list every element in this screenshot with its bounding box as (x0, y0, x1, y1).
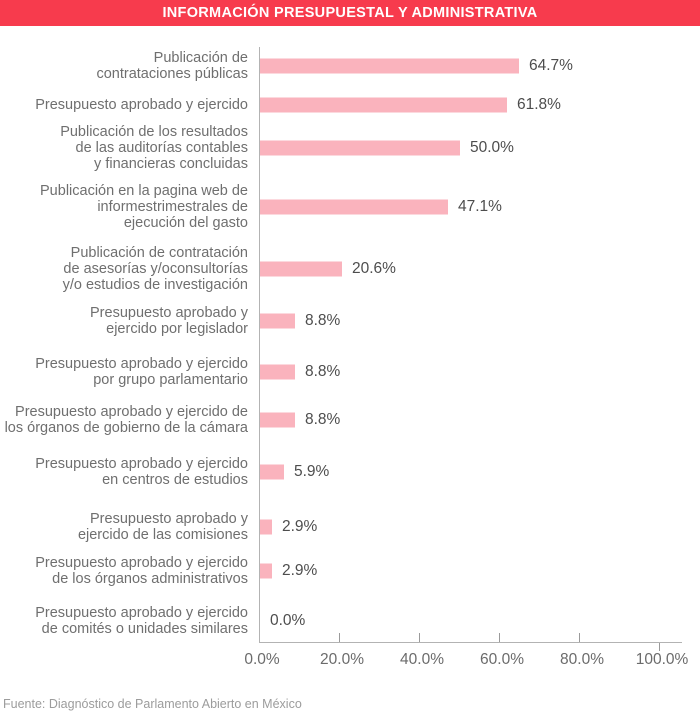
bar (260, 261, 342, 277)
source-note: Fuente: Diagnóstico de Parlamento Abiert… (3, 697, 302, 711)
category-label: Presupuesto aprobado y ejercido de los ó… (35, 555, 248, 587)
category-label: Presupuesto aprobado y ejercido por legi… (90, 305, 248, 337)
x-axis-tick (579, 633, 580, 642)
category-label: Presupuesto aprobado y ejercido por grup… (35, 356, 248, 388)
x-axis-tick (419, 633, 420, 642)
chart-header: INFORMACIÓN PRESUPUESTAL Y ADMINISTRATIV… (0, 0, 700, 26)
category-label: Publicación de los resultados de las aud… (60, 124, 248, 172)
x-axis-tick-label: 100.0% (635, 651, 689, 668)
value-label: 5.9% (294, 463, 330, 480)
bar (260, 199, 448, 215)
chart-title: INFORMACIÓN PRESUPUESTAL Y ADMINISTRATIV… (162, 5, 538, 21)
bar (260, 563, 272, 579)
value-label: 50.0% (470, 139, 514, 156)
value-label: 8.8% (305, 312, 341, 329)
value-label: 8.8% (305, 363, 341, 380)
category-label: Presupuesto aprobado y ejercido de comit… (35, 605, 248, 637)
x-axis-tick-label: 20.0% (320, 651, 364, 668)
bar (260, 364, 295, 380)
value-label: 8.8% (305, 411, 341, 428)
bar (260, 140, 460, 156)
value-label: 0.0% (270, 612, 306, 629)
value-label: 61.8% (517, 96, 561, 113)
x-axis-tick-label: 0.0% (244, 651, 280, 668)
value-label: 64.7% (529, 57, 573, 74)
category-label: Presupuesto aprobado y ejercido (35, 97, 248, 113)
bar (260, 58, 519, 74)
x-axis-tick-label: 80.0% (560, 651, 604, 668)
bar (260, 97, 507, 113)
bar (260, 519, 272, 535)
bar (260, 464, 284, 480)
value-label: 20.6% (352, 260, 396, 277)
category-label: Publicación de contratación de asesorías… (62, 245, 248, 293)
value-label: 47.1% (458, 198, 502, 215)
x-axis-tick-label: 60.0% (480, 651, 524, 668)
category-label: Publicación en la pagina web de informes… (40, 183, 248, 231)
x-axis-tick (499, 633, 500, 642)
value-label: 2.9% (282, 518, 318, 535)
bar (260, 313, 295, 329)
category-label: Publicación de contrataciones públicas (96, 50, 248, 82)
x-axis-tick-label: 40.0% (400, 651, 444, 668)
x-axis-tick (339, 633, 340, 642)
category-label: Presupuesto aprobado y ejercido de los ó… (4, 404, 248, 436)
category-label: Presupuesto aprobado y ejercido de las c… (77, 511, 248, 543)
x-axis-line (259, 642, 682, 643)
y-axis-line (259, 47, 260, 642)
bar (260, 412, 295, 428)
value-label: 2.9% (282, 562, 318, 579)
category-label: Presupuesto aprobado y ejercido en centr… (35, 456, 248, 488)
x-axis-tick (659, 643, 660, 651)
